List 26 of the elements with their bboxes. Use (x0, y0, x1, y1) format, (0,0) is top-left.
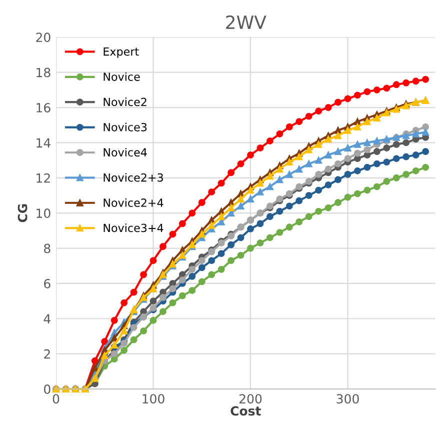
y-tick-label: 4 (44, 314, 50, 324)
legend-label: Novice2 (104, 98, 146, 106)
y-tick-label: 6 (44, 278, 50, 288)
legend-label: Novice3 (104, 122, 147, 132)
y-tick-label: 10 (36, 208, 50, 218)
x-tick-label: 300 (336, 394, 359, 404)
legend-label: Novice4 (104, 148, 147, 157)
y-tick-label: 18 (36, 68, 50, 78)
y-tick-label: 8 (44, 244, 50, 254)
legend-label: Novice (104, 72, 140, 81)
x-tick-label: 0 (52, 394, 60, 404)
y-tick-label: 2 (44, 349, 50, 359)
chart-title: 2WV (226, 15, 266, 29)
legend-label: Novice2+4 (104, 198, 164, 207)
y-tick-label: 14 (36, 138, 50, 148)
y-tick-label: 0 (44, 384, 50, 394)
x-tick-label: 200 (239, 394, 262, 404)
legend-label: Expert (104, 47, 139, 58)
y-axis-title: CG (18, 204, 28, 222)
y-tick-label: 16 (36, 102, 50, 112)
legend-label: Novice3+4 (104, 224, 164, 232)
x-tick-label: 100 (142, 394, 164, 404)
y-tick-label: 12 (36, 173, 50, 183)
legend-label: Novice2+3 (104, 173, 163, 182)
x-axis-title: Cost (230, 406, 261, 416)
y-tick-label: 20 (36, 32, 50, 42)
